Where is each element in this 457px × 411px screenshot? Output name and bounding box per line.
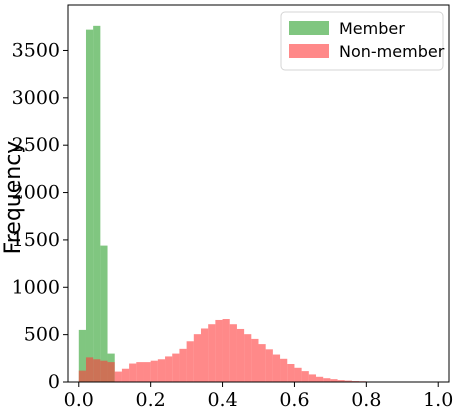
y-tick-label: 3500: [12, 39, 60, 61]
legend: Member Non-member: [280, 11, 445, 71]
non-member-bars: [78, 319, 439, 382]
non-member-bar: [236, 328, 245, 382]
non-member-bar: [114, 371, 122, 382]
member-bar: [93, 25, 101, 382]
non-member-bar: [129, 363, 137, 382]
non-member-bar: [100, 360, 108, 382]
non-member-bar: [78, 370, 86, 382]
member-legend-label: Member: [339, 19, 405, 38]
non-member-bar: [272, 354, 281, 382]
plot-frame: [67, 4, 450, 383]
non-member-bar: [337, 380, 345, 382]
non-member-legend-swatch: [289, 44, 329, 58]
member-legend-swatch: [289, 21, 329, 35]
non-member-bar: [143, 362, 151, 382]
x-tick-label: 0.8: [351, 389, 381, 411]
non-member-bar: [165, 356, 173, 382]
non-member-bar: [330, 379, 338, 382]
member-bar: [78, 329, 86, 382]
y-tick-label: 3000: [12, 87, 60, 109]
member-bar: [100, 245, 108, 382]
x-tick-label: 0.2: [136, 389, 166, 411]
non-member-bar: [193, 334, 201, 382]
non-member-bar: [107, 362, 115, 382]
non-member-bar: [316, 376, 324, 382]
member-bar: [85, 29, 94, 382]
y-tick-label: 0: [48, 371, 60, 393]
x-axis: 0.0 0.2 0.4 0.6 0.8 1.0: [64, 382, 453, 411]
non-member-bar: [136, 362, 144, 382]
non-member-bar: [308, 374, 317, 382]
non-member-bar: [301, 371, 309, 382]
non-member-bar: [244, 334, 252, 382]
non-member-bar: [222, 319, 230, 382]
x-tick-label: 0.4: [207, 389, 237, 411]
non-member-bar: [186, 341, 194, 382]
non-member-bar: [280, 358, 288, 382]
non-member-bar: [157, 359, 166, 382]
non-member-bar: [121, 368, 130, 382]
non-member-bar: [265, 349, 273, 382]
x-tick-label: 0.6: [279, 389, 309, 411]
non-member-bar: [229, 324, 237, 382]
non-member-bar: [85, 357, 94, 382]
non-member-bar: [344, 380, 352, 382]
y-axis: 0 500 1000 1500 2000 2500 3000 3500: [12, 39, 68, 393]
y-tick-label: 2500: [12, 134, 60, 156]
non-member-bar: [323, 378, 331, 382]
non-member-bar: [93, 359, 101, 382]
y-tick-label: 2000: [12, 182, 60, 204]
non-member-legend-label: Non-member: [339, 42, 445, 61]
non-member-bar: [258, 344, 266, 382]
non-member-bar: [208, 324, 216, 382]
y-tick-label: 1000: [12, 276, 60, 298]
non-member-bar: [172, 353, 180, 382]
x-tick-label: 0.0: [64, 389, 94, 411]
non-member-bar: [215, 319, 223, 382]
x-tick-label: 1.0: [423, 389, 453, 411]
non-member-bar: [200, 328, 209, 382]
non-member-bar: [179, 348, 187, 382]
non-member-bar: [150, 360, 158, 382]
member-bars: [78, 25, 115, 382]
y-tick-label: 500: [24, 324, 60, 346]
non-member-bar: [287, 364, 295, 382]
non-member-bar: [251, 338, 259, 382]
y-axis-label: Frequency: [1, 141, 26, 255]
y-tick-label: 1500: [12, 229, 60, 251]
non-member-bar: [294, 367, 302, 382]
